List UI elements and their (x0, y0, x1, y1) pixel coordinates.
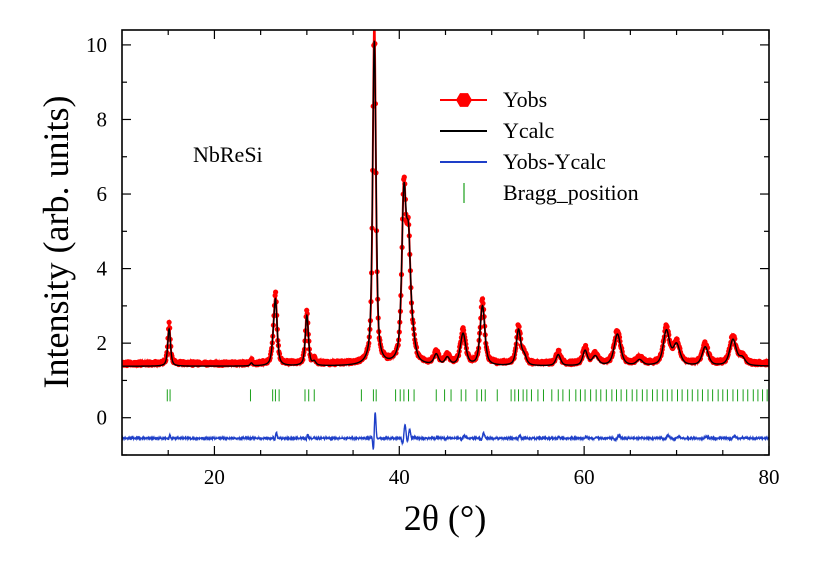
series-ycalc-line (122, 40, 769, 367)
y-axis-title: Intensity (arb. units) (36, 96, 76, 389)
y-tick-label: 4 (97, 257, 108, 281)
y-tick-label: 6 (97, 182, 108, 206)
yobs-point (304, 311, 310, 317)
legend-label-yobs: Yobs (503, 87, 547, 112)
legend-entry-diff: Yobs-Ycalc (440, 149, 606, 174)
legend-entry-ycalc: Ycalc (440, 118, 555, 143)
sample-annotation: NbReSi (193, 142, 263, 167)
legend-label-ycalc: Ycalc (503, 118, 555, 143)
series-diff-line (122, 412, 769, 450)
legend-entry-bragg: Bragg_position (463, 180, 639, 205)
yobs-point (516, 324, 522, 330)
x-tick-label: 80 (759, 465, 780, 489)
y-tick-label: 10 (86, 33, 107, 57)
yobs-point (166, 319, 172, 325)
series-layer (122, 16, 769, 450)
yobs-point (480, 300, 486, 306)
y-tick-label: 2 (97, 331, 108, 355)
legend-yobs-marker (456, 93, 472, 107)
y-tick-label: 0 (97, 406, 108, 430)
legend-label-diff: Yobs-Ycalc (503, 149, 606, 174)
x-tick-label: 60 (574, 465, 595, 489)
yobs-point (461, 327, 467, 333)
x-tick-label: 20 (204, 465, 225, 489)
legend-entry-yobs: Yobs (440, 87, 547, 112)
y-tick-label: 8 (97, 107, 108, 131)
yobs-point (401, 174, 407, 180)
axis-ticks (122, 30, 770, 456)
yobs-point (273, 289, 279, 295)
legend-label-bragg: Bragg_position (503, 180, 639, 205)
legend: Yobs Ycalc Yobs-Ycalc Bragg_position (440, 87, 639, 205)
plot-frame (121, 29, 770, 456)
x-tick-label: 40 (389, 465, 410, 489)
tick-labels: 20 40 60 80 0 2 4 6 8 10 (86, 33, 780, 489)
yobs-point (479, 296, 486, 302)
series-bragg-ticks (166, 389, 768, 402)
series-yobs-markers (122, 16, 769, 369)
yobs-point (556, 347, 562, 354)
yobs-point (372, 16, 377, 21)
yobs-point (664, 324, 670, 330)
series-yobs-line (122, 30, 769, 369)
x-axis-title: 2θ (°) (404, 498, 487, 538)
